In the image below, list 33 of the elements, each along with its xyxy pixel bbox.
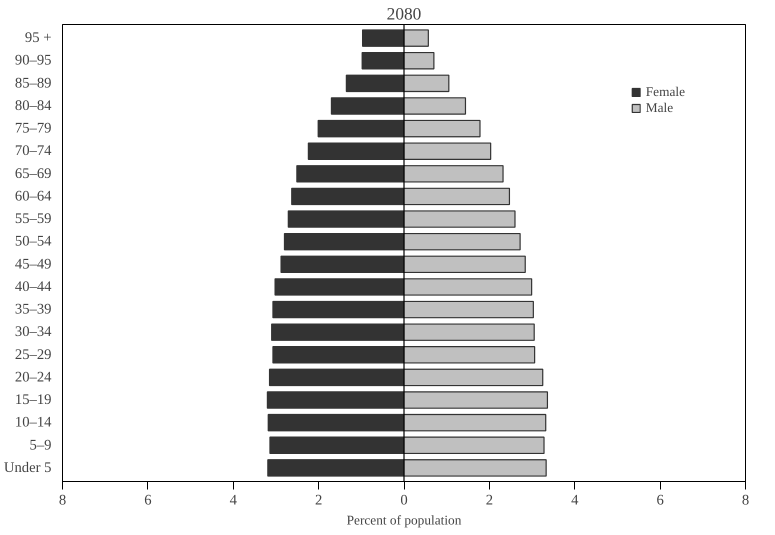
x-tick-label: 6 [144, 492, 152, 508]
y-tick-label: 70–74 [14, 143, 52, 160]
y-tick-label: 30–34 [14, 324, 52, 340]
y-tick-label: 15–19 [14, 392, 52, 408]
y-tick-label: Under 5 [4, 460, 52, 476]
y-tick-label: 25–29 [14, 346, 52, 363]
x-axis-title: Percent of population [346, 512, 462, 528]
x-tick-label: 2 [486, 492, 494, 508]
y-tick-label: 10–14 [14, 414, 52, 431]
y-tick-label: 35–39 [14, 302, 52, 318]
legend-label: Male [646, 100, 674, 116]
y-tick-label: 5–9 [30, 437, 52, 454]
y-tick-label: 50–54 [14, 234, 52, 250]
x-tick-label: 8 [58, 492, 66, 508]
x-tick-label: 4 [571, 492, 580, 508]
y-tick-label: 80–84 [14, 98, 52, 114]
y-tick-label: 75–79 [14, 120, 52, 137]
legend-label: Female [646, 84, 685, 100]
y-tick-label: 90–95 [14, 52, 52, 69]
x-tick-label: 8 [742, 492, 750, 508]
y-tick-label: 40–44 [14, 278, 52, 295]
y-tick-label: 45–49 [14, 256, 52, 272]
y-tick-label: 55–59 [14, 211, 52, 228]
x-tick-label: 4 [230, 492, 238, 508]
y-tick-label: 65–69 [14, 166, 52, 182]
y-tick-label: 95 + [24, 30, 52, 46]
x-tick-label: 2 [314, 492, 322, 508]
x-tick-label: 6 [656, 492, 664, 508]
chart-title: 2080 [386, 4, 422, 24]
x-tick-label: 0 [400, 492, 408, 508]
y-tick-label: 20–24 [14, 369, 52, 386]
y-tick-label: 85–89 [14, 75, 52, 92]
y-tick-label: 60–64 [14, 188, 52, 204]
